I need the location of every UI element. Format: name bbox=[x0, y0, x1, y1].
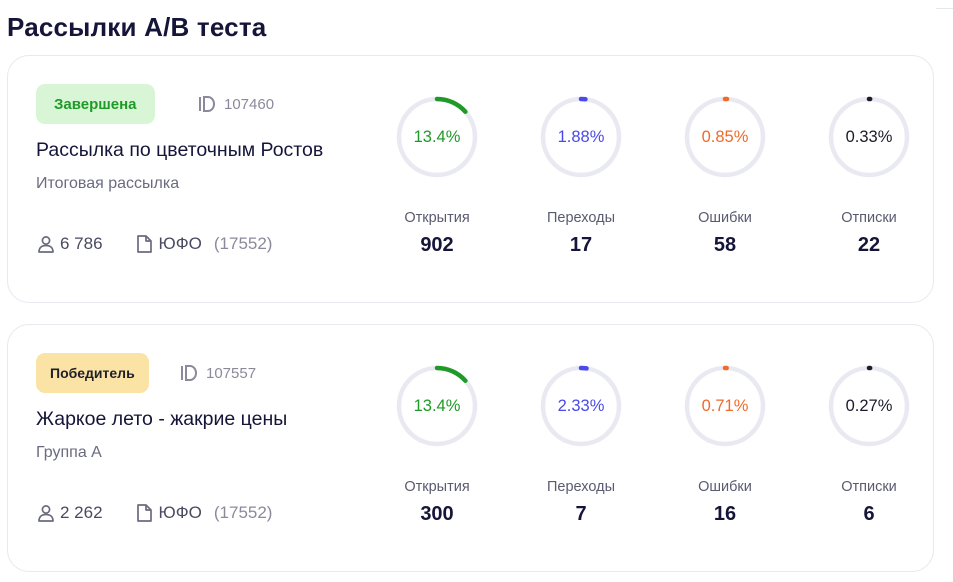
metric-error: 0.71% Ошибки 16 bbox=[670, 363, 780, 526]
mailing-card[interactable]: Завершена 107460 Рассылка по цветочным Р… bbox=[7, 55, 934, 303]
segment-count: (17552) bbox=[213, 234, 273, 253]
segment-name: ЮФО bbox=[158, 503, 202, 522]
mailing-name[interactable]: Жаркое лето - жакрие цены bbox=[36, 408, 288, 430]
open-label: Открытия bbox=[404, 479, 470, 495]
metric-open: 13.4% Открытия 300 bbox=[382, 363, 492, 526]
mailing-meta: 2 262 ЮФО (17552) bbox=[36, 503, 272, 523]
mailing-id-value: 107557 bbox=[206, 364, 257, 382]
error-ring: 0.85% bbox=[682, 94, 768, 180]
error-ring-chart bbox=[684, 365, 766, 447]
ring-progress-arc bbox=[684, 96, 766, 178]
click-label: Переходы bbox=[546, 210, 615, 226]
mailing-name[interactable]: Рассылка по цветочным Ростов bbox=[36, 139, 324, 161]
unsub-ring-chart bbox=[828, 365, 910, 447]
error-ring: 0.71% bbox=[682, 363, 768, 449]
page-title: Рассылки A/B теста bbox=[7, 12, 267, 42]
error-percent: 0.71% bbox=[701, 396, 749, 415]
unsub-label: Отписки bbox=[841, 210, 897, 226]
metric-click: 1.88% Переходы 17 bbox=[526, 94, 636, 257]
click-ring-chart bbox=[540, 96, 622, 178]
ring-progress-arc bbox=[396, 365, 478, 447]
open-ring: 13.4% bbox=[394, 94, 480, 180]
metric-click: 2.33% Переходы 7 bbox=[526, 363, 636, 526]
unsub-ring: 0.33% bbox=[826, 94, 912, 180]
unsub-label: Отписки bbox=[841, 479, 897, 495]
recipients-count: 6 786 bbox=[60, 234, 103, 253]
divider bbox=[936, 8, 953, 9]
error-value: 58 bbox=[713, 234, 737, 256]
error-value: 16 bbox=[713, 503, 737, 525]
click-ring-chart bbox=[540, 365, 622, 447]
metric-unsub: 0.33% Отписки 22 bbox=[814, 94, 924, 257]
status-badge: Завершена bbox=[36, 84, 155, 124]
open-ring-chart bbox=[396, 365, 478, 447]
metric-open: 13.4% Открытия 902 bbox=[382, 94, 492, 257]
unsub-value: 22 bbox=[857, 234, 881, 256]
ring-progress-arc bbox=[540, 365, 622, 447]
click-label: Переходы bbox=[546, 479, 615, 495]
segment[interactable]: ЮФО (17552) bbox=[135, 234, 273, 254]
mailing-id: 107460 bbox=[197, 94, 274, 114]
error-ring-chart bbox=[684, 96, 766, 178]
open-percent: 13.4% bbox=[413, 396, 461, 415]
unsub-percent: 0.27% bbox=[845, 396, 893, 415]
unsub-percent: 0.33% bbox=[845, 127, 893, 146]
mailing-subtitle: Группа А bbox=[36, 444, 102, 461]
click-percent: 1.88% bbox=[557, 127, 605, 146]
mailing-card[interactable]: Победитель 107557 Жаркое лето - жакрие ц… bbox=[7, 324, 934, 572]
open-value: 300 bbox=[420, 503, 454, 525]
segment[interactable]: ЮФО (17552) bbox=[135, 503, 273, 523]
ring-progress-arc bbox=[828, 365, 910, 447]
mailing-id-value: 107460 bbox=[224, 95, 275, 113]
open-percent: 13.4% bbox=[413, 127, 461, 146]
click-ring: 1.88% bbox=[538, 94, 624, 180]
open-value: 902 bbox=[420, 234, 454, 256]
document-icon bbox=[136, 504, 152, 522]
click-value: 7 bbox=[575, 503, 587, 525]
ring-progress-arc bbox=[684, 365, 766, 447]
click-value: 17 bbox=[569, 234, 593, 256]
ring-progress-arc bbox=[828, 96, 910, 178]
document-icon bbox=[136, 235, 152, 253]
open-ring: 13.4% bbox=[394, 363, 480, 449]
recipients: 6 786 bbox=[36, 234, 103, 254]
mailing-meta: 6 786 ЮФО (17552) bbox=[36, 234, 272, 254]
unsub-ring-chart bbox=[828, 96, 910, 178]
error-percent: 0.85% bbox=[701, 127, 749, 146]
id-icon bbox=[181, 365, 197, 381]
error-label: Ошибки bbox=[698, 210, 752, 226]
unsub-value: 6 bbox=[863, 503, 875, 525]
recipients: 2 262 bbox=[36, 503, 103, 523]
ring-progress-arc bbox=[540, 96, 622, 178]
user-icon bbox=[38, 236, 54, 253]
recipients-count: 2 262 bbox=[60, 503, 103, 522]
open-ring-chart bbox=[396, 96, 478, 178]
segment-name: ЮФО bbox=[158, 234, 202, 253]
error-label: Ошибки bbox=[698, 479, 752, 495]
user-icon bbox=[38, 505, 54, 522]
click-ring: 2.33% bbox=[538, 363, 624, 449]
click-percent: 2.33% bbox=[557, 396, 605, 415]
metric-unsub: 0.27% Отписки 6 bbox=[814, 363, 924, 526]
open-label: Открытия bbox=[404, 210, 470, 226]
unsub-ring: 0.27% bbox=[826, 363, 912, 449]
ring-progress-arc bbox=[396, 96, 478, 178]
id-icon bbox=[199, 96, 215, 112]
segment-count: (17552) bbox=[213, 503, 273, 522]
winner-badge: Победитель bbox=[36, 353, 149, 393]
mailing-id: 107557 bbox=[179, 363, 256, 383]
metric-error: 0.85% Ошибки 58 bbox=[670, 94, 780, 257]
mailing-subtitle: Итоговая рассылка bbox=[36, 175, 180, 192]
